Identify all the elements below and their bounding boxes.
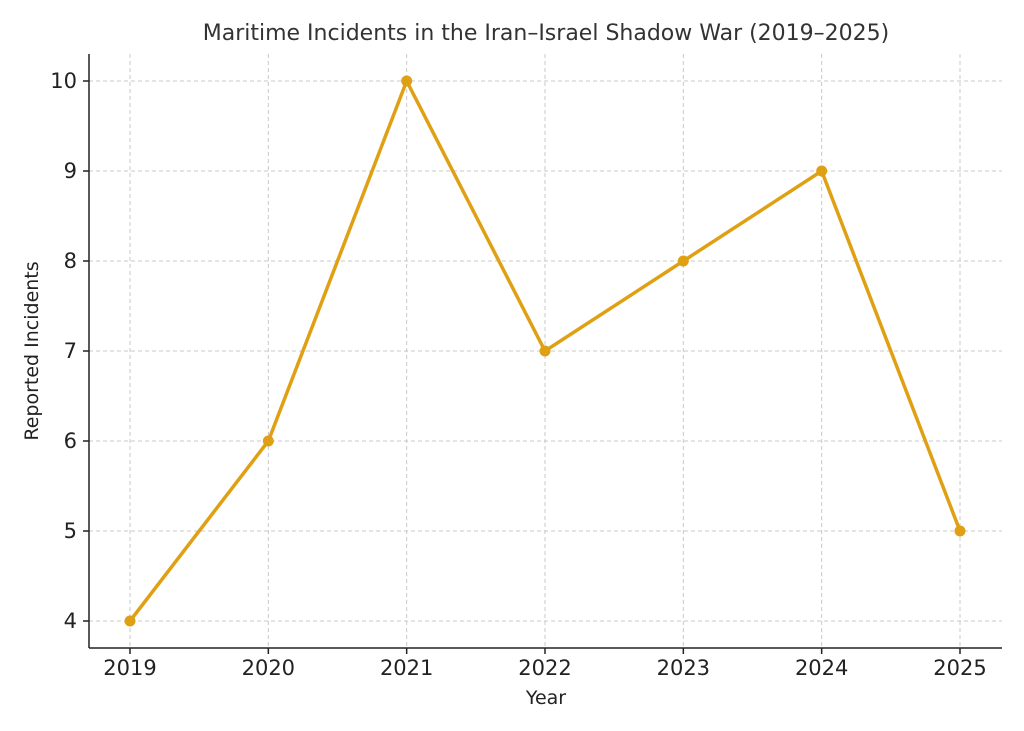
y-tick-label: 5: [64, 519, 77, 543]
data-point: [401, 75, 413, 87]
x-tick-label: 2022: [518, 656, 571, 680]
data-point: [677, 255, 689, 267]
data-point: [539, 345, 551, 357]
y-axis-label: Reported Incidents: [21, 261, 43, 440]
series: [124, 75, 966, 627]
data-point: [124, 615, 136, 627]
x-tick-label: 2023: [657, 656, 710, 680]
y-tick-label: 6: [64, 429, 77, 453]
y-tick-label: 8: [64, 249, 77, 273]
x-tick-label: 2024: [795, 656, 848, 680]
data-point: [954, 525, 966, 537]
data-point: [816, 165, 828, 177]
x-axis-label: Year: [525, 687, 566, 709]
x-tick-label: 2021: [380, 656, 433, 680]
data-point: [262, 435, 274, 447]
y-tick-label: 10: [50, 69, 77, 93]
x-tick-label: 2025: [933, 656, 986, 680]
x-tick-label: 2019: [103, 656, 156, 680]
y-tick-label: 4: [64, 609, 77, 633]
y-tick-label: 7: [64, 339, 77, 363]
x-tick-label: 2020: [242, 656, 295, 680]
ticks: 2019 2020 2021 2022 2023 2024 2025 4 5 6 7 8 9 10: [50, 69, 986, 680]
y-tick-label: 9: [64, 159, 77, 183]
chart-title: Maritime Incidents in the Iran–Israel Sh…: [203, 21, 890, 46]
